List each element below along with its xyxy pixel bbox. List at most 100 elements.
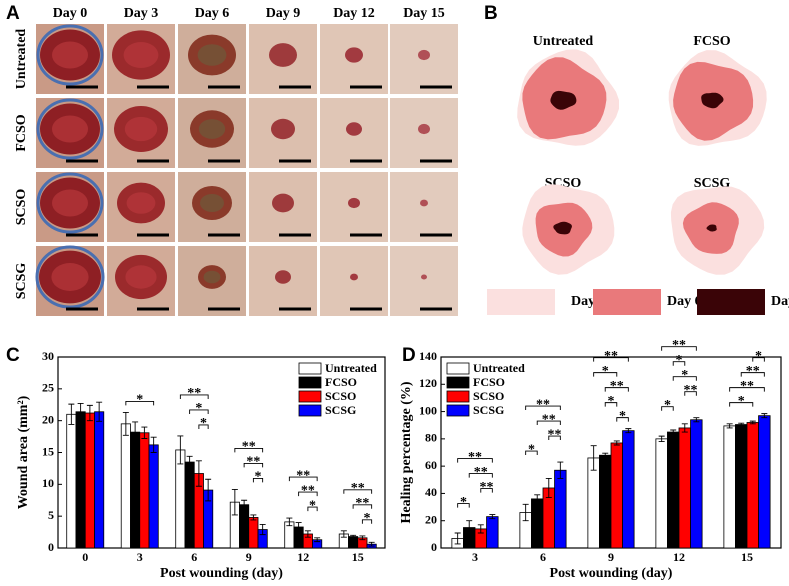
- legend-swatch: [298, 376, 322, 389]
- bar: [148, 444, 159, 549]
- error-bar: [658, 435, 665, 443]
- significance-label: **: [604, 349, 618, 364]
- significance-label: **: [536, 397, 550, 412]
- wound-core: [52, 41, 88, 69]
- y-axis-title: Wound area (mm²): [16, 395, 31, 509]
- y-tick-label: 60: [425, 458, 437, 472]
- panel-label: D: [402, 345, 416, 366]
- significance-bracket: [740, 372, 765, 377]
- error-bar: [726, 423, 733, 429]
- bar: [84, 412, 95, 549]
- error-bar: [314, 537, 321, 543]
- x-tick-label: 6: [191, 550, 197, 564]
- bar: [184, 461, 195, 549]
- error-bar: [205, 478, 212, 502]
- error-bar: [693, 417, 700, 423]
- wound-outline: [706, 224, 717, 232]
- wound: [348, 197, 360, 209]
- y-tick-label: 120: [419, 376, 437, 390]
- significance-bracket: [661, 346, 697, 351]
- wound: [346, 122, 362, 136]
- error-bar: [466, 520, 473, 535]
- panel-label: C: [6, 345, 20, 366]
- significance-bracket: [125, 400, 155, 406]
- bar: [130, 431, 141, 549]
- x-tick-label: 9: [608, 550, 614, 564]
- bar: [66, 413, 77, 549]
- significance-label: *: [676, 353, 683, 368]
- y-tick-label: 15: [42, 444, 54, 458]
- error-bar: [613, 440, 620, 446]
- y-tick-label: 5: [48, 508, 54, 522]
- significance-bracket: [468, 473, 493, 478]
- legend-label: SCSO: [473, 389, 504, 403]
- bar: [746, 422, 759, 549]
- row-label: Untreated: [14, 29, 29, 90]
- error-bar: [749, 420, 756, 425]
- error-bar: [295, 522, 302, 532]
- significance-label: *: [255, 470, 262, 485]
- significance-bracket: [352, 504, 373, 509]
- significance-label: **: [542, 412, 556, 427]
- significance-bracket: [684, 391, 697, 396]
- error-bar: [602, 452, 609, 458]
- legend-swatch: [697, 289, 765, 315]
- significance-bracket: [343, 489, 373, 494]
- significance-bracket: [672, 361, 686, 366]
- wound-outline: [550, 90, 577, 110]
- bar: [622, 430, 635, 549]
- error-bar: [359, 535, 366, 541]
- row-label: SCSG: [14, 263, 29, 300]
- error-bar: [304, 530, 311, 538]
- significance-label: **: [610, 379, 624, 394]
- bar: [239, 504, 250, 549]
- wound-core: [123, 41, 159, 69]
- wound: [275, 270, 291, 284]
- significance-label: *: [619, 409, 626, 424]
- photo: [320, 246, 388, 316]
- significance-bracket: [729, 402, 754, 407]
- significance-bracket: [616, 417, 629, 422]
- photo: [390, 246, 458, 316]
- significance-bracket: [243, 462, 264, 468]
- row-label: FCSO: [14, 114, 29, 151]
- y-tick-label: 25: [42, 381, 54, 395]
- error-bar: [534, 494, 541, 504]
- bar: [735, 424, 748, 549]
- wound: [271, 118, 295, 140]
- significance-bracket: [525, 450, 538, 456]
- bar: [554, 469, 567, 549]
- bar: [75, 411, 86, 549]
- column-header: Day 3: [124, 6, 159, 21]
- bar: [139, 432, 150, 549]
- bar: [610, 442, 623, 549]
- significance-label: *: [136, 393, 143, 408]
- x-axis-title: Post wounding (day): [550, 566, 673, 581]
- significance-label: **: [355, 496, 369, 511]
- significance-label: *: [681, 368, 688, 383]
- legend-label: SCSG: [325, 403, 356, 417]
- y-tick-label: 30: [42, 349, 54, 363]
- bar: [120, 423, 131, 549]
- wound-core: [126, 192, 156, 214]
- bar: [248, 517, 259, 549]
- error-bar: [177, 435, 184, 465]
- wound-core: [197, 44, 227, 66]
- bar: [690, 419, 703, 549]
- y-tick-label: 20: [425, 512, 437, 526]
- error-bar: [670, 429, 677, 435]
- significance-bracket: [752, 357, 765, 362]
- legend-swatch: [298, 362, 322, 375]
- significance-label: **: [296, 468, 310, 483]
- significance-bracket: [593, 372, 618, 377]
- bar: [655, 438, 668, 549]
- error-bar: [96, 401, 103, 422]
- wound-core: [124, 116, 158, 142]
- error-bar: [286, 517, 293, 527]
- significance-bracket: [593, 357, 629, 362]
- error-bar: [738, 422, 745, 427]
- column-header: Day 9: [266, 6, 301, 21]
- dressing-ring: [36, 172, 104, 234]
- legend-swatch: [446, 390, 470, 403]
- y-tick-label: 10: [42, 476, 54, 490]
